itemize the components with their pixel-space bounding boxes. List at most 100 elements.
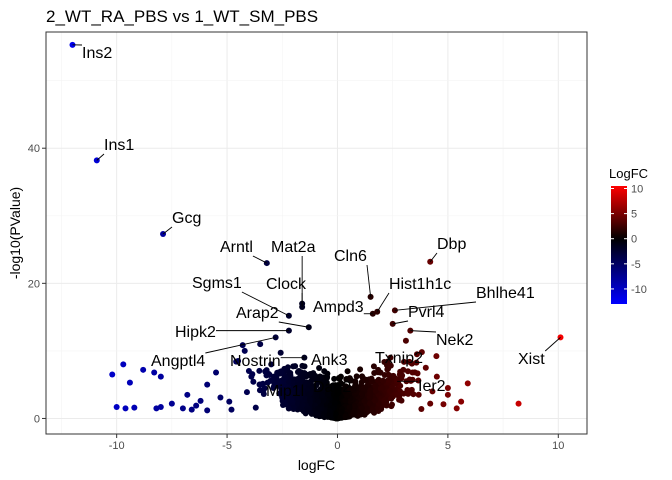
background-point <box>294 368 301 375</box>
gene-label-clock: Clock <box>266 276 307 293</box>
background-point <box>433 353 440 360</box>
background-point <box>367 390 374 397</box>
background-point <box>260 386 267 393</box>
background-point <box>323 381 330 388</box>
data-point <box>402 337 409 344</box>
data-point <box>252 404 259 411</box>
x-tick-label: 10 <box>552 440 564 452</box>
gene-label-ampd3: Ampd3 <box>313 299 364 316</box>
gene-label-dap2: Dap2 <box>313 379 351 396</box>
data-point <box>122 405 129 412</box>
data-point <box>241 347 248 354</box>
legend-tick-label: 0 <box>631 234 637 246</box>
background-point <box>379 384 386 391</box>
data-point <box>168 400 175 407</box>
connector-line <box>544 337 561 352</box>
data-point <box>444 385 451 392</box>
connector-line <box>162 226 173 235</box>
connector-line <box>429 252 438 262</box>
data-point <box>188 406 195 413</box>
gene-label-arap2: Arap2 <box>236 305 279 322</box>
background-point <box>287 369 294 376</box>
background-point <box>387 362 394 369</box>
background-point <box>272 373 279 380</box>
gene-label-cln6: Cln6 <box>334 248 367 265</box>
background-point <box>367 400 374 407</box>
background-point <box>264 379 271 386</box>
data-point <box>157 373 164 380</box>
gene-label-nek2: Nek2 <box>436 332 473 349</box>
background-point <box>278 368 285 375</box>
y-tick-label: 20 <box>28 278 40 290</box>
legend-tick-label: 10 <box>631 184 643 196</box>
background-point <box>250 378 257 385</box>
background-point <box>341 386 348 393</box>
background-point <box>372 397 379 404</box>
data-point <box>228 406 235 413</box>
labeled-gene-point <box>327 385 334 392</box>
connector-line <box>205 336 276 354</box>
data-point <box>179 405 186 412</box>
background-point <box>293 390 300 397</box>
gene-label-txnip2: Txnip2 <box>375 350 423 367</box>
gene-label-hipk2: Hipk2 <box>175 324 216 341</box>
data-point <box>257 341 264 348</box>
background-point <box>388 395 395 402</box>
background-point <box>256 367 263 374</box>
connector-line <box>366 264 372 297</box>
data-point <box>515 400 522 407</box>
background-point <box>418 349 425 356</box>
labeled-gene-point <box>270 385 277 392</box>
background-point <box>388 401 395 408</box>
x-tick-label: -5 <box>222 440 232 452</box>
background-point <box>310 370 317 377</box>
background-point <box>299 388 306 395</box>
connector-line <box>278 321 309 328</box>
background-point <box>288 397 295 404</box>
x-tick-label: 0 <box>334 440 340 452</box>
gene-label-xist: Xist <box>518 351 545 368</box>
connector-line <box>410 330 437 333</box>
background-point <box>415 377 422 384</box>
data-point <box>433 373 440 380</box>
data-point <box>193 402 200 409</box>
background-point <box>301 363 308 370</box>
background-point <box>306 391 313 398</box>
background-point <box>404 368 411 375</box>
connector-line <box>394 301 477 311</box>
data-point <box>248 373 255 380</box>
data-point <box>131 404 138 411</box>
background-point <box>343 376 350 383</box>
background-point <box>280 401 287 408</box>
grid-lines <box>46 32 587 434</box>
background-point <box>353 373 360 380</box>
background-point <box>384 366 391 373</box>
background-point <box>352 378 359 385</box>
connector-line <box>241 291 290 317</box>
background-point <box>386 377 393 384</box>
x-axis-label: logFC <box>298 457 335 473</box>
data-point <box>235 358 242 365</box>
background-point <box>332 411 339 418</box>
gene-label-angptl4: Angptl4 <box>151 353 205 370</box>
background-point <box>375 377 382 384</box>
background-point <box>380 377 387 384</box>
background-point <box>381 399 388 406</box>
x-tick-label: -10 <box>109 440 125 452</box>
gene-label-ins1: Ins1 <box>104 137 134 154</box>
gene-label-dbp: Dbp <box>437 236 466 253</box>
data-point <box>226 398 233 405</box>
background-point <box>346 404 353 411</box>
background-point <box>396 371 403 378</box>
gene-labels: Ins2 Ins1 Gcg Arntl Mat2a Clock Sgms1 Arap2 Hipk… <box>82 45 545 400</box>
data-point <box>243 389 250 396</box>
background-point <box>400 366 407 373</box>
data-point <box>109 371 116 378</box>
connector-line <box>252 255 268 264</box>
background-point <box>279 395 286 402</box>
data-point <box>268 361 275 368</box>
data-point <box>427 400 434 407</box>
data-point <box>409 369 416 376</box>
background-point <box>344 368 351 375</box>
data-point <box>157 403 164 410</box>
